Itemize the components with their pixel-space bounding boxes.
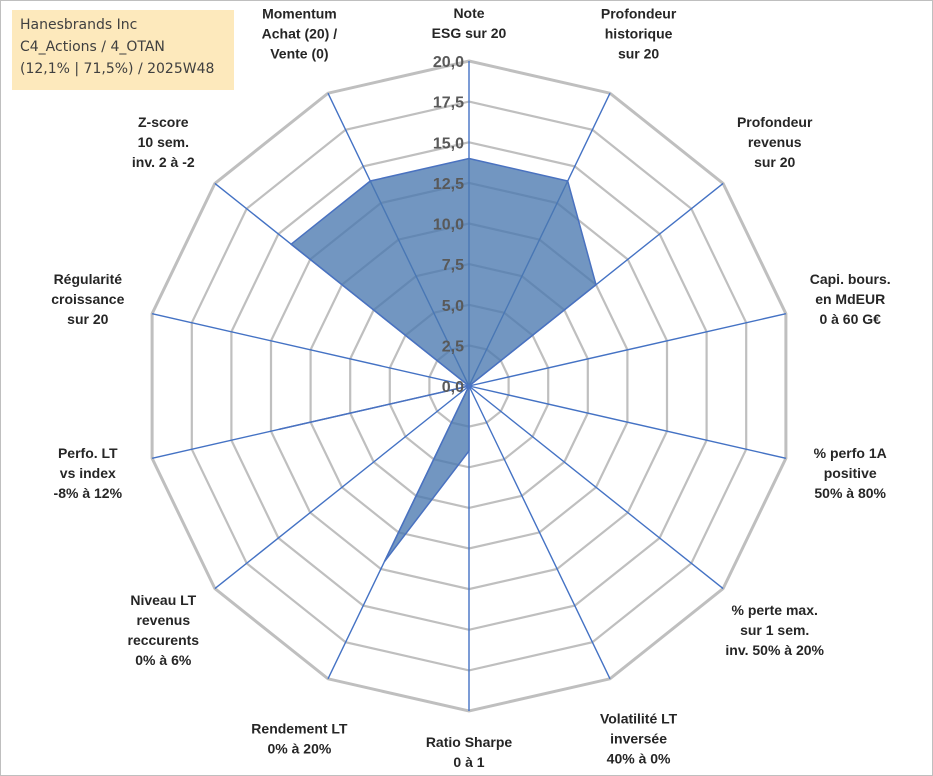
tick-label-7: 17,5 bbox=[433, 95, 464, 112]
axis-label-line: 0% à 6% bbox=[135, 652, 192, 668]
axis-label-line: 0% à 20% bbox=[267, 740, 331, 756]
axis-labels: Note ESG sur 20 Profondeur historique sur 20… bbox=[51, 5, 890, 770]
axis-spoke-6 bbox=[468, 385, 611, 680]
chart-title-box: Hanesbrands Inc C4_Actions / 4_OTAN (12,… bbox=[12, 10, 234, 90]
axis-label-line: Volatilité LT bbox=[600, 710, 678, 726]
axis-label-line: -8% à 12% bbox=[54, 485, 123, 501]
tick-label-8: 20,0 bbox=[433, 54, 464, 71]
axis-label-line: 0 à 1 bbox=[453, 754, 484, 770]
axis-label-line: 0 à 60 G€ bbox=[819, 311, 881, 327]
axis-label-line: % perfo 1A bbox=[814, 445, 887, 461]
tick-label-4: 10,0 bbox=[433, 217, 464, 234]
company-name: Hanesbrands Inc bbox=[20, 17, 138, 33]
score-and-week: (12,1% | 71,5%) / 2025W48 bbox=[20, 61, 215, 77]
axis-label-line: sur 1 sem. bbox=[740, 622, 809, 638]
axis-label-10: Perfo. LT vs index -8% à 12% bbox=[54, 445, 123, 501]
radial-tick-labels: 0,0 2,5 5,0 7,5 10,0 12,5 15,0 17,5 20,0 bbox=[433, 54, 464, 396]
axis-label-line: Profondeur bbox=[601, 6, 677, 22]
axis-label-8: Rendement LT 0% à 20% bbox=[251, 720, 348, 756]
tick-label-1: 2,5 bbox=[442, 338, 464, 355]
axis-label-2: Profondeur revenus sur 20 bbox=[737, 114, 813, 170]
axis-label-line: 50% à 80% bbox=[814, 485, 886, 501]
tick-label-2: 5,0 bbox=[442, 298, 464, 315]
axis-label-line: Niveau LT bbox=[130, 592, 196, 608]
axis-label-line: 10 sem. bbox=[138, 134, 189, 150]
axis-label-9: Niveau LT revenus reccurents 0% à 6% bbox=[128, 592, 200, 668]
axis-label-7: Ratio Sharpe 0 à 1 bbox=[426, 734, 513, 770]
portfolio-label: C4_Actions / 4_OTAN bbox=[20, 39, 165, 55]
tick-label-0: 0,0 bbox=[442, 379, 464, 396]
axis-label-12: Z-score 10 sem. inv. 2 à -2 bbox=[132, 114, 195, 170]
axis-label-line: Note bbox=[453, 5, 484, 21]
axis-label-0: Note ESG sur 20 bbox=[432, 5, 507, 41]
axis-label-3: Capi. bours. en MdEUR 0 à 60 G€ bbox=[810, 271, 891, 327]
axis-label-line: Capi. bours. bbox=[810, 271, 891, 287]
axis-label-line: positive bbox=[824, 465, 877, 481]
tick-label-5: 12,5 bbox=[433, 176, 464, 193]
series-area bbox=[278, 157, 597, 563]
axis-label-line: reccurents bbox=[128, 632, 200, 648]
axis-label-line: en MdEUR bbox=[815, 291, 885, 307]
axis-label-line: vs index bbox=[60, 465, 116, 481]
axis-label-line: Régularité bbox=[54, 271, 123, 287]
axis-label-line: inv. 2 à -2 bbox=[132, 154, 195, 170]
axis-spoke-11 bbox=[151, 313, 470, 387]
axis-label-line: croissance bbox=[51, 291, 124, 307]
axis-spoke-5 bbox=[468, 385, 724, 590]
radar-series bbox=[278, 157, 597, 563]
axis-label-line: sur 20 bbox=[754, 154, 795, 170]
axis-label-line: revenus bbox=[136, 612, 190, 628]
axis-label-line: Rendement LT bbox=[251, 720, 348, 736]
axis-label-line: % perte max. bbox=[732, 602, 818, 618]
axis-label-line: Vente (0) bbox=[270, 46, 328, 62]
axis-label-line: Momentum bbox=[262, 6, 337, 22]
axis-label-11: Régularité croissance sur 20 bbox=[51, 271, 124, 327]
axis-label-1: Profondeur historique sur 20 bbox=[601, 6, 677, 62]
axis-label-line: revenus bbox=[748, 134, 802, 150]
axis-label-line: historique bbox=[605, 26, 673, 42]
axis-label-4: % perfo 1A positive 50% à 80% bbox=[814, 445, 887, 501]
axis-label-line: Profondeur bbox=[737, 114, 813, 130]
axis-label-line: Perfo. LT bbox=[58, 445, 118, 461]
tick-label-6: 15,0 bbox=[433, 135, 464, 152]
axis-spoke-9 bbox=[214, 385, 470, 590]
axis-label-line: ESG sur 20 bbox=[432, 25, 507, 41]
axis-label-line: inversée bbox=[610, 730, 667, 746]
axis-spoke-4 bbox=[468, 385, 787, 459]
axis-label-line: Ratio Sharpe bbox=[426, 734, 513, 750]
axis-label-line: sur 20 bbox=[618, 46, 659, 62]
axis-label-5: % perte max. sur 1 sem. inv. 50% à 20% bbox=[725, 602, 824, 658]
axis-label-13: Momentum Achat (20) / Vente (0) bbox=[262, 6, 338, 62]
axis-label-6: Volatilité LT inversée 40% à 0% bbox=[600, 710, 678, 766]
axis-spoke-3 bbox=[468, 313, 787, 387]
axis-label-line: Achat (20) / bbox=[262, 26, 338, 42]
axis-label-line: Z-score bbox=[138, 114, 189, 130]
axis-label-line: sur 20 bbox=[67, 311, 108, 327]
axis-label-line: inv. 50% à 20% bbox=[725, 642, 824, 658]
axis-label-line: 40% à 0% bbox=[607, 750, 671, 766]
tick-label-3: 7,5 bbox=[442, 257, 464, 274]
